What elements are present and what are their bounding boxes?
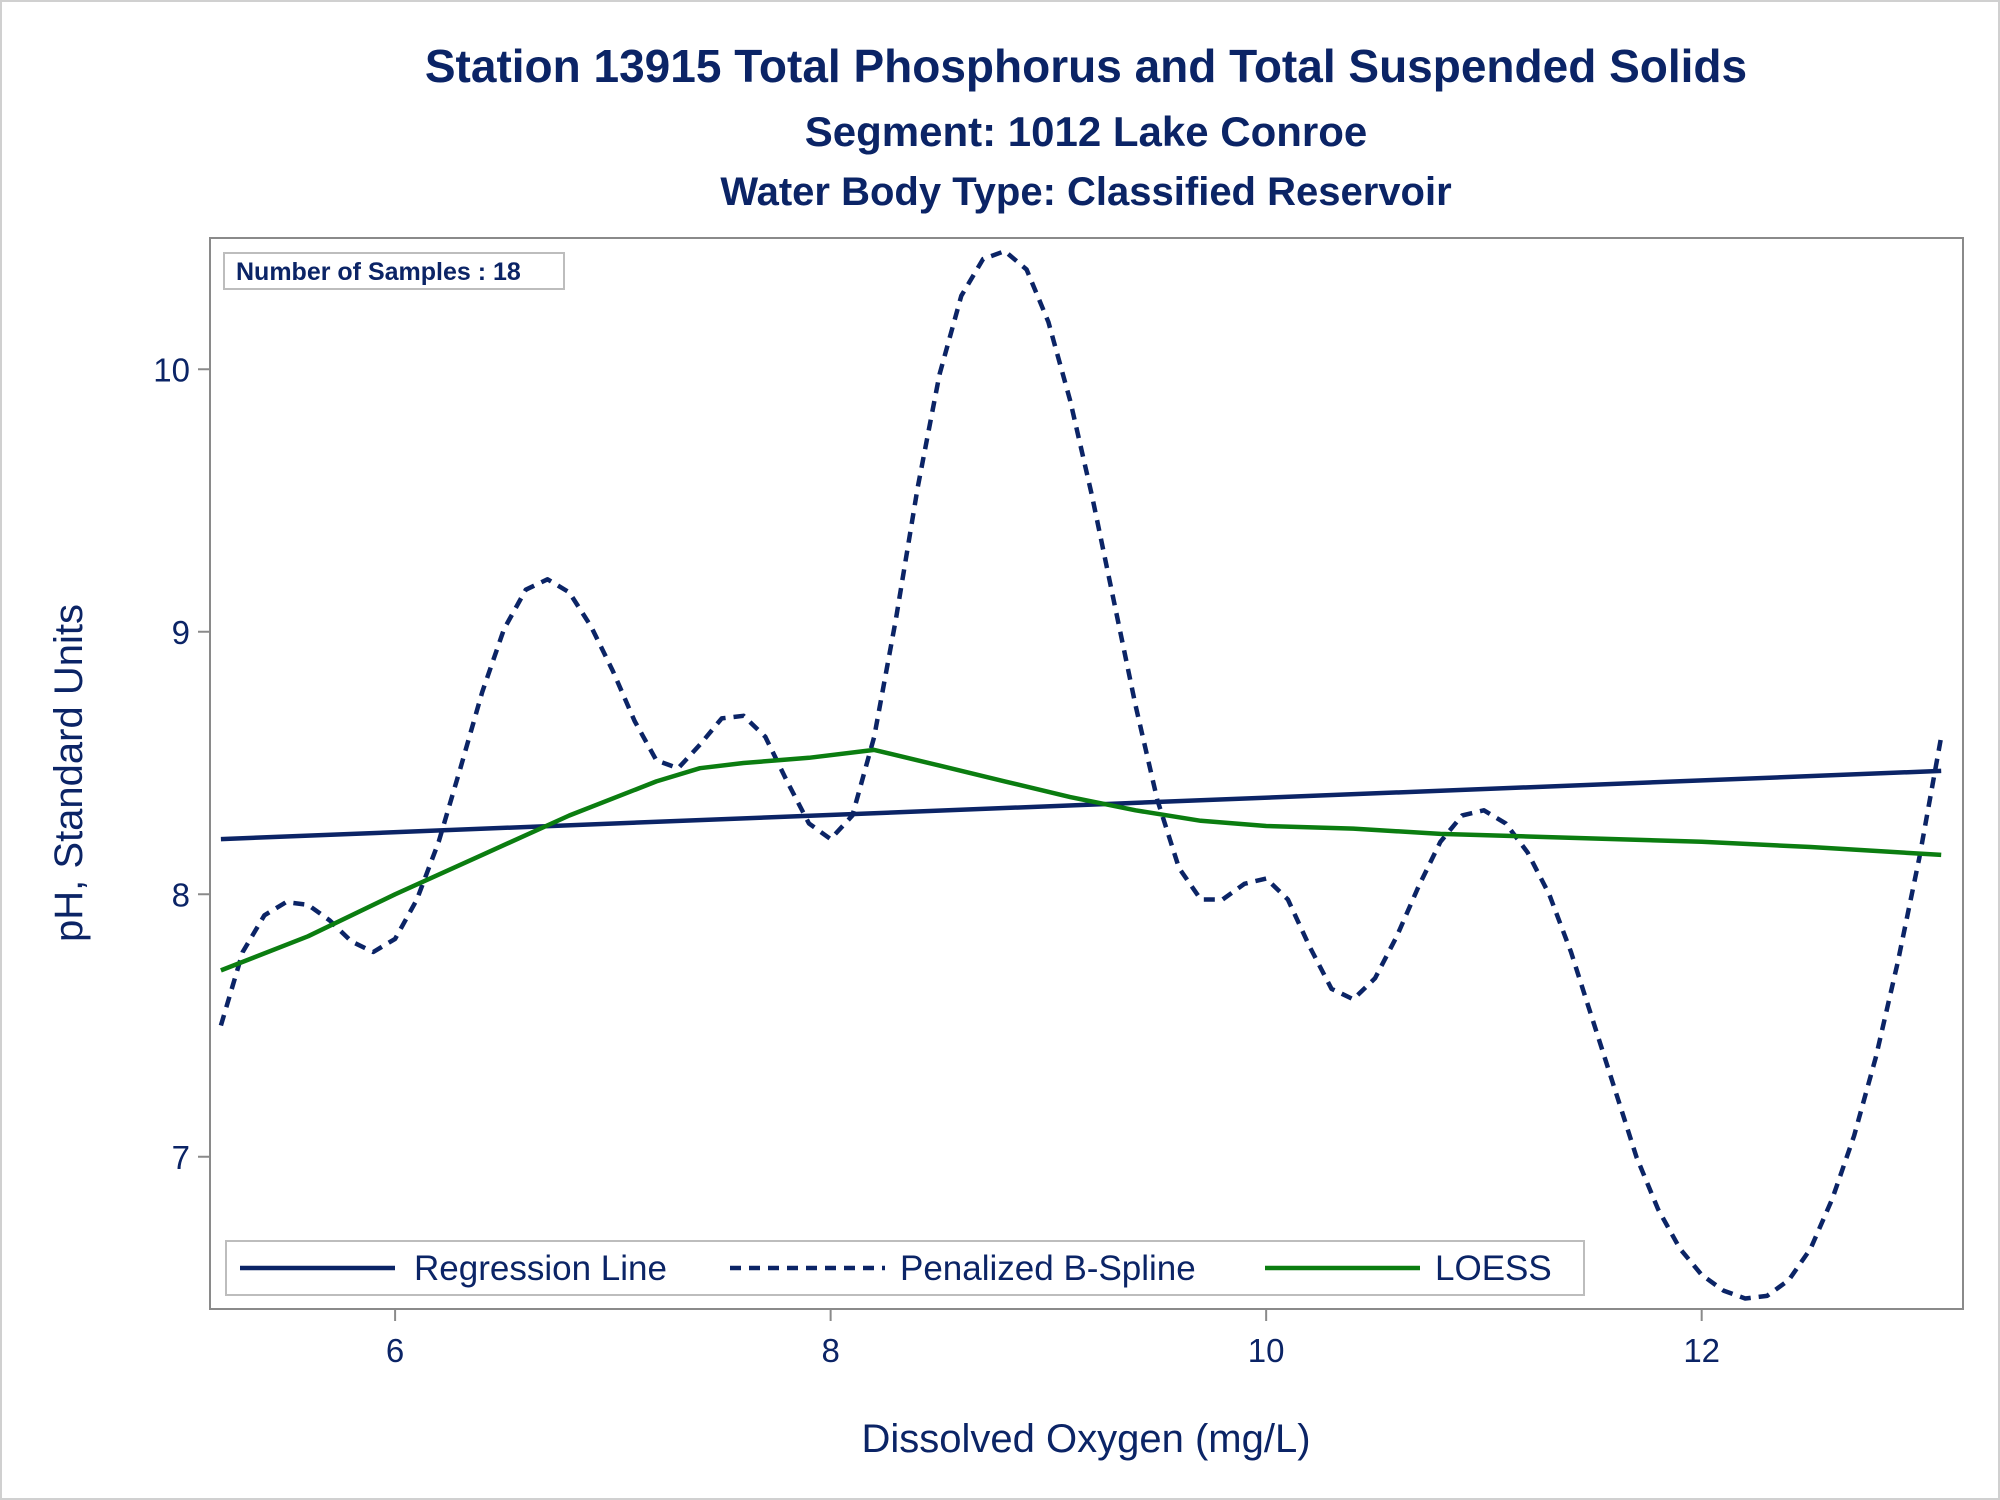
x-axis-label: Dissolved Oxygen (mg/L) (861, 1417, 1310, 1461)
series-loess-line (220, 747, 1942, 973)
x-axis-ticks: 6 8 10 12 (386, 1309, 1720, 1369)
series-regression-line-line (220, 768, 1942, 842)
x-tick-label: 12 (1683, 1332, 1720, 1369)
chart-subtitle: Segment: 1012 Lake Conroe (805, 108, 1368, 155)
series-layer (218, 248, 1944, 1301)
y-tick-label: 7 (172, 1139, 190, 1176)
plot-area (209, 237, 1964, 1310)
series-penalized-b-spline-line (218, 248, 1944, 1301)
legend-label-regression-line: Regression Line (414, 1249, 667, 1288)
chart-title: Station 13915 Total Phosphorus and Total… (425, 40, 1747, 92)
legend-label-loess: LOESS (1435, 1249, 1552, 1288)
y-tick-label: 8 (172, 876, 190, 913)
x-tick-label: 6 (386, 1332, 404, 1369)
y-axis-label: pH, Standard Units (47, 604, 91, 942)
x-tick-label: 10 (1248, 1332, 1285, 1369)
sample-count-label: Number of Samples : 18 (236, 258, 521, 286)
y-axis-ticks: 7 8 9 10 (153, 351, 210, 1176)
sample-count-box (223, 252, 565, 290)
x-tick-label: 8 (821, 1332, 839, 1369)
chart-subtitle-2: Water Body Type: Classified Reservoir (720, 170, 1451, 214)
y-tick-label: 10 (153, 351, 190, 388)
legend-label-penalized-b-spline: Penalized B-Spline (900, 1249, 1196, 1288)
legend: Regression Line Penalized B-Spline LOESS (240, 1249, 1552, 1288)
y-tick-label: 9 (172, 614, 190, 651)
